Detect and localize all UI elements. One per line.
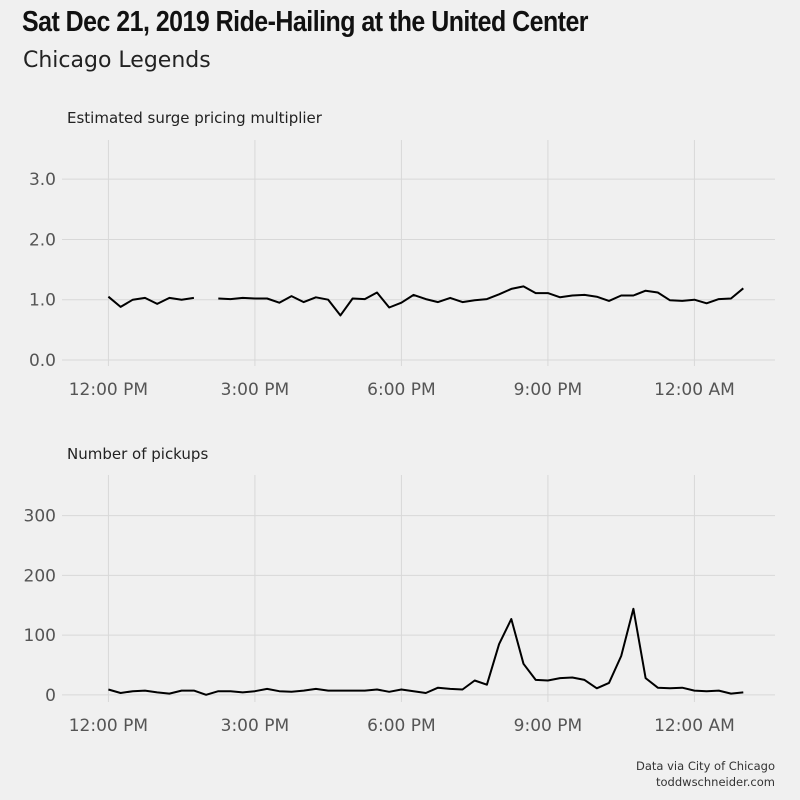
pickups-x-tick-label: 12:00 AM (654, 716, 735, 736)
chart-title: Sat Dec 21, 2019 Ride-Hailing at the Uni… (22, 6, 589, 38)
caption: Data via City of Chicago toddwschneider.… (636, 758, 775, 790)
caption-source: Data via City of Chicago (636, 759, 775, 773)
pickups-y-tick-label: 200 (24, 566, 56, 586)
surge-x-tick-label: 12:00 AM (654, 380, 735, 400)
surge-y-tick-label: 0.0 (29, 351, 56, 371)
surge-x-tick-label: 3:00 PM (221, 380, 290, 400)
surge-x-tick-label: 6:00 PM (367, 380, 436, 400)
panel-title-pickups: Number of pickups (67, 445, 209, 463)
pickups-x-tick-label: 12:00 PM (69, 716, 148, 736)
pickups-y-tick-label: 0 (45, 686, 56, 706)
pickups-x-tick-label: 6:00 PM (367, 716, 436, 736)
pickups-series-line (108, 607, 744, 696)
surge-x-tick-label: 9:00 PM (514, 380, 583, 400)
pickups-x-tick-label: 9:00 PM (514, 716, 583, 736)
surge-x-tick-label: 12:00 PM (69, 380, 148, 400)
surge-series-line (107, 285, 744, 317)
pickups-y-tick-label: 100 (24, 626, 56, 646)
chart-subtitle: Chicago Legends (23, 48, 211, 73)
surge-y-tick-label: 3.0 (29, 170, 56, 190)
pickups-x-tick-label: 3:00 PM (221, 716, 290, 736)
surge-y-tick-label: 2.0 (29, 230, 56, 250)
surge-y-tick-label: 1.0 (29, 291, 56, 311)
panel-title-surge: Estimated surge pricing multiplier (67, 109, 322, 127)
pickups-y-tick-label: 300 (24, 507, 56, 527)
caption-site: toddwschneider.com (656, 775, 775, 789)
